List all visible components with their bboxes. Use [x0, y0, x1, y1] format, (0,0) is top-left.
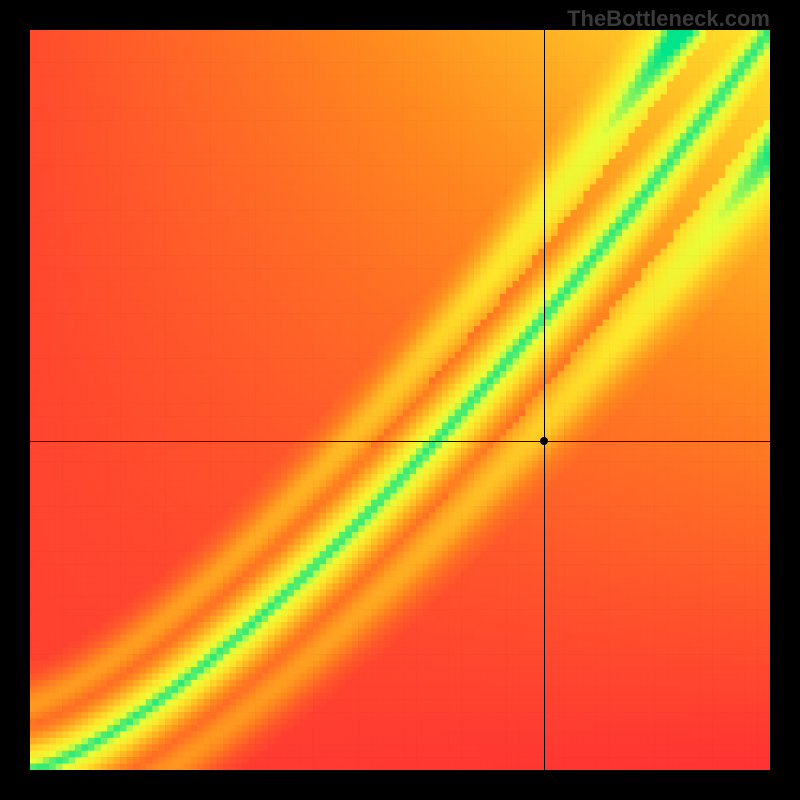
watermark-text: TheBottleneck.com — [567, 6, 770, 32]
heatmap-canvas — [30, 30, 770, 770]
plot-area — [30, 30, 770, 770]
crosshair-horizontal — [30, 441, 770, 442]
crosshair-vertical — [544, 30, 545, 770]
crosshair-marker — [540, 437, 548, 445]
